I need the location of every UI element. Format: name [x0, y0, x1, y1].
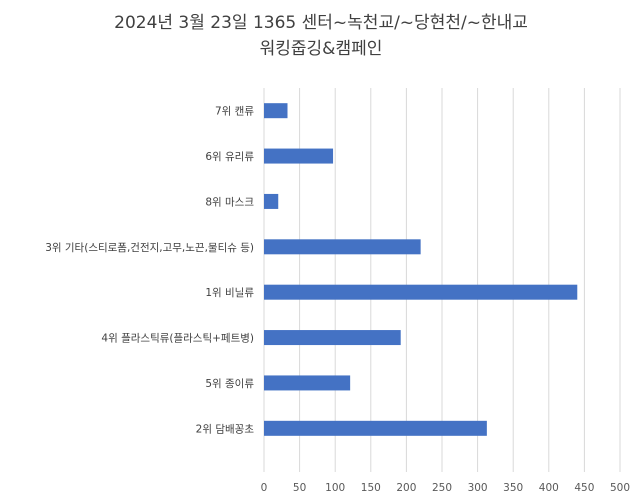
x-tick-label: 0: [261, 482, 268, 494]
x-tick-label: 300: [468, 482, 488, 494]
x-tick-label: 450: [574, 482, 594, 494]
category-label: 3위 기타(스티로폼,건전지,고무,노끈,물티슈 등): [45, 241, 254, 254]
x-tick-label: 350: [503, 482, 523, 494]
category-label: 5위 종이류: [205, 377, 254, 390]
bar: [264, 148, 334, 164]
bar: [264, 284, 578, 300]
category-label: 1위 비닐류: [205, 286, 254, 299]
category-label: 6위 유리류: [205, 150, 254, 163]
x-tick-label: 400: [539, 482, 559, 494]
category-label: 4위 플라스틱류(플라스틱+페트병): [101, 332, 254, 345]
x-tick-label: 250: [432, 482, 452, 494]
chart-title-line-2: 워킹줍깅&캠페인: [259, 39, 383, 59]
category-label: 7위 캔류: [215, 105, 254, 118]
x-tick-label: 500: [610, 482, 630, 494]
x-tick-label: 50: [293, 482, 306, 494]
x-tick-label: 150: [361, 482, 381, 494]
chart-title: 2024년 3월 23일 1365 센터~녹천교/~당현천/~한내교 워킹줍깅&…: [0, 10, 642, 62]
chart-title-line-1: 2024년 3월 23일 1365 센터~녹천교/~당현천/~한내교: [114, 13, 528, 33]
bar: [264, 420, 487, 436]
x-tick-label: 200: [396, 482, 416, 494]
bar: [264, 375, 351, 391]
category-label: 2위 담배꽁초: [196, 422, 255, 435]
bar: [264, 103, 288, 119]
bar: [264, 239, 421, 255]
category-label: 8위 마스크: [205, 195, 254, 208]
bar: [264, 193, 279, 209]
x-tick-label: 100: [325, 482, 345, 494]
bar: [264, 330, 401, 346]
